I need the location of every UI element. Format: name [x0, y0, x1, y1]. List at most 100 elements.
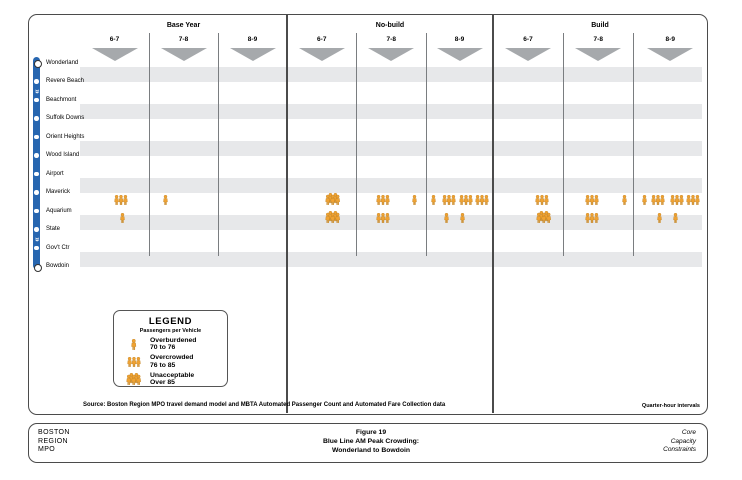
source-note: Source: Boston Region MPO travel demand …	[83, 402, 446, 408]
crowding-icon-overcrowded	[585, 213, 599, 224]
hour-divider	[356, 33, 357, 256]
station-marker	[34, 97, 39, 103]
direction-arrow-icon	[436, 48, 483, 61]
crowding-icon-unacceptable	[325, 211, 341, 224]
hour-label-8-9: 8-9	[665, 36, 675, 43]
direction-arrow-icon	[160, 48, 207, 61]
segment-band	[80, 215, 702, 230]
crowding-icon-overcrowded	[670, 194, 684, 205]
station-label: Suffolk Downs	[46, 115, 85, 121]
station-label: Beachmont	[46, 96, 77, 103]
direction-arrow-icon	[368, 48, 415, 61]
segment-band	[80, 178, 702, 193]
legend-item-range: Over 85	[150, 379, 175, 387]
blue-line	[33, 57, 40, 269]
hour-label-6-7: 6-7	[109, 36, 120, 43]
crowding-icon-overburdened	[622, 194, 627, 205]
crowding-icon-overcrowded	[376, 194, 390, 205]
legend-item-overcrowded: Overcrowded 76 to 85	[122, 354, 227, 369]
legend-item-unacceptable: Unacceptable Over 85	[122, 372, 227, 386]
line-break-icon: »	[32, 237, 42, 241]
crowding-icon-overcrowded	[585, 194, 599, 205]
station-marker	[34, 171, 39, 177]
crowding-icon-overburdened	[431, 194, 436, 205]
direction-arrow-icon	[91, 48, 138, 61]
crowding-icon-overburdened	[657, 213, 662, 224]
crowding-icon-overburdened	[412, 194, 418, 205]
scenario-label-base-year: Base Year	[166, 21, 201, 29]
legend-item-label: Overburdened	[150, 337, 197, 344]
org-line: MPO	[38, 446, 56, 454]
station-marker	[34, 153, 39, 158]
org-line: REGION	[38, 437, 69, 445]
station-marker	[33, 60, 42, 68]
hour-divider	[148, 33, 150, 256]
hour-label-8-9: 8-9	[247, 36, 258, 43]
legend-item-range: 76 to 85	[150, 361, 176, 369]
station-marker	[34, 245, 39, 251]
station-label: State	[46, 226, 61, 232]
scenario-label-no-build: No-build	[375, 21, 405, 29]
station-label: Airport	[46, 170, 64, 177]
crowding-icon-overcrowded	[458, 194, 473, 205]
footer-panel	[28, 423, 708, 463]
crowding-icon-overcrowded	[376, 213, 390, 224]
hour-label-8-9: 8-9	[454, 36, 465, 43]
crowding-icon-unacceptable	[325, 192, 341, 205]
station-marker	[34, 208, 39, 214]
figure-title: Figure 19 Blue Line AM Peak Crowding: Wo…	[0, 428, 742, 455]
org-logo: BOSTON REGION MPO	[38, 429, 70, 455]
crowding-icon-overburdened	[460, 213, 466, 224]
direction-arrow-icon	[505, 48, 551, 61]
legend-item-range: 70 to 76	[150, 344, 176, 352]
tagline-line: Constraints	[663, 446, 696, 454]
crowding-icon-unacceptable	[536, 211, 552, 224]
hour-divider	[562, 33, 564, 256]
segment-band	[80, 104, 702, 119]
scenario-label-build: Build	[591, 21, 609, 29]
direction-arrow-icon	[575, 48, 622, 61]
legend-box: LEGEND Passengers per Vehicle Overburden…	[113, 310, 228, 387]
legend-item-label: Overcrowded	[150, 354, 194, 362]
segment-band	[80, 67, 702, 82]
station-label: Maverick	[46, 189, 71, 195]
crowding-icon-overcrowded	[114, 194, 128, 205]
direction-arrow-icon	[647, 48, 694, 61]
crowding-icon-overburdened	[163, 194, 168, 205]
report-tagline: Core Capacity Constraints	[480, 429, 696, 455]
legend-item-label: Unacceptable	[150, 371, 195, 379]
interval-note: Quarter-hour intervals	[641, 403, 700, 409]
crowding-icon-overburdened	[120, 213, 125, 224]
station-label: Bowdoin	[46, 263, 70, 269]
legend-icon-overburdened	[122, 338, 146, 350]
legend-title: LEGEND	[148, 316, 193, 327]
direction-arrow-icon	[229, 48, 276, 61]
station-label: Wonderland	[46, 59, 79, 66]
hour-label-6-7: 6-7	[523, 36, 533, 43]
tagline-line: Capacity	[670, 437, 696, 445]
station-marker	[33, 263, 42, 272]
station-label: Revere Beach	[46, 78, 85, 84]
crowding-icon-overburdened	[444, 213, 449, 224]
legend-icon-overcrowded	[122, 356, 146, 367]
direction-arrow-icon	[298, 48, 345, 61]
scenario-divider	[286, 14, 288, 413]
station-label: Aquarium	[46, 207, 72, 214]
figure-number: Figure 19	[355, 429, 387, 436]
station-marker	[34, 116, 39, 121]
figure-subtitle-line: Wonderland to Bowdoin	[331, 447, 411, 454]
hour-label-7-8: 7-8	[593, 36, 603, 43]
station-marker	[34, 190, 39, 195]
line-break-icon: »	[32, 89, 42, 93]
figure-title-line: Blue Line AM Peak Crowding:	[322, 438, 420, 445]
segment-band	[80, 141, 702, 156]
org-line: BOSTON	[38, 429, 70, 436]
legend-items: Overburdened 70 to 76 Overcrowded 76 to 85 U…	[114, 337, 227, 386]
hour-label-7-8: 7-8	[386, 36, 396, 43]
diagram-panel	[28, 14, 708, 415]
legend-subtitle: Passengers per Vehicle	[139, 328, 202, 334]
station-label: Wood Island	[46, 152, 80, 158]
crowding-icon-overcrowded	[442, 194, 456, 205]
tagline-line: Core	[681, 429, 696, 436]
